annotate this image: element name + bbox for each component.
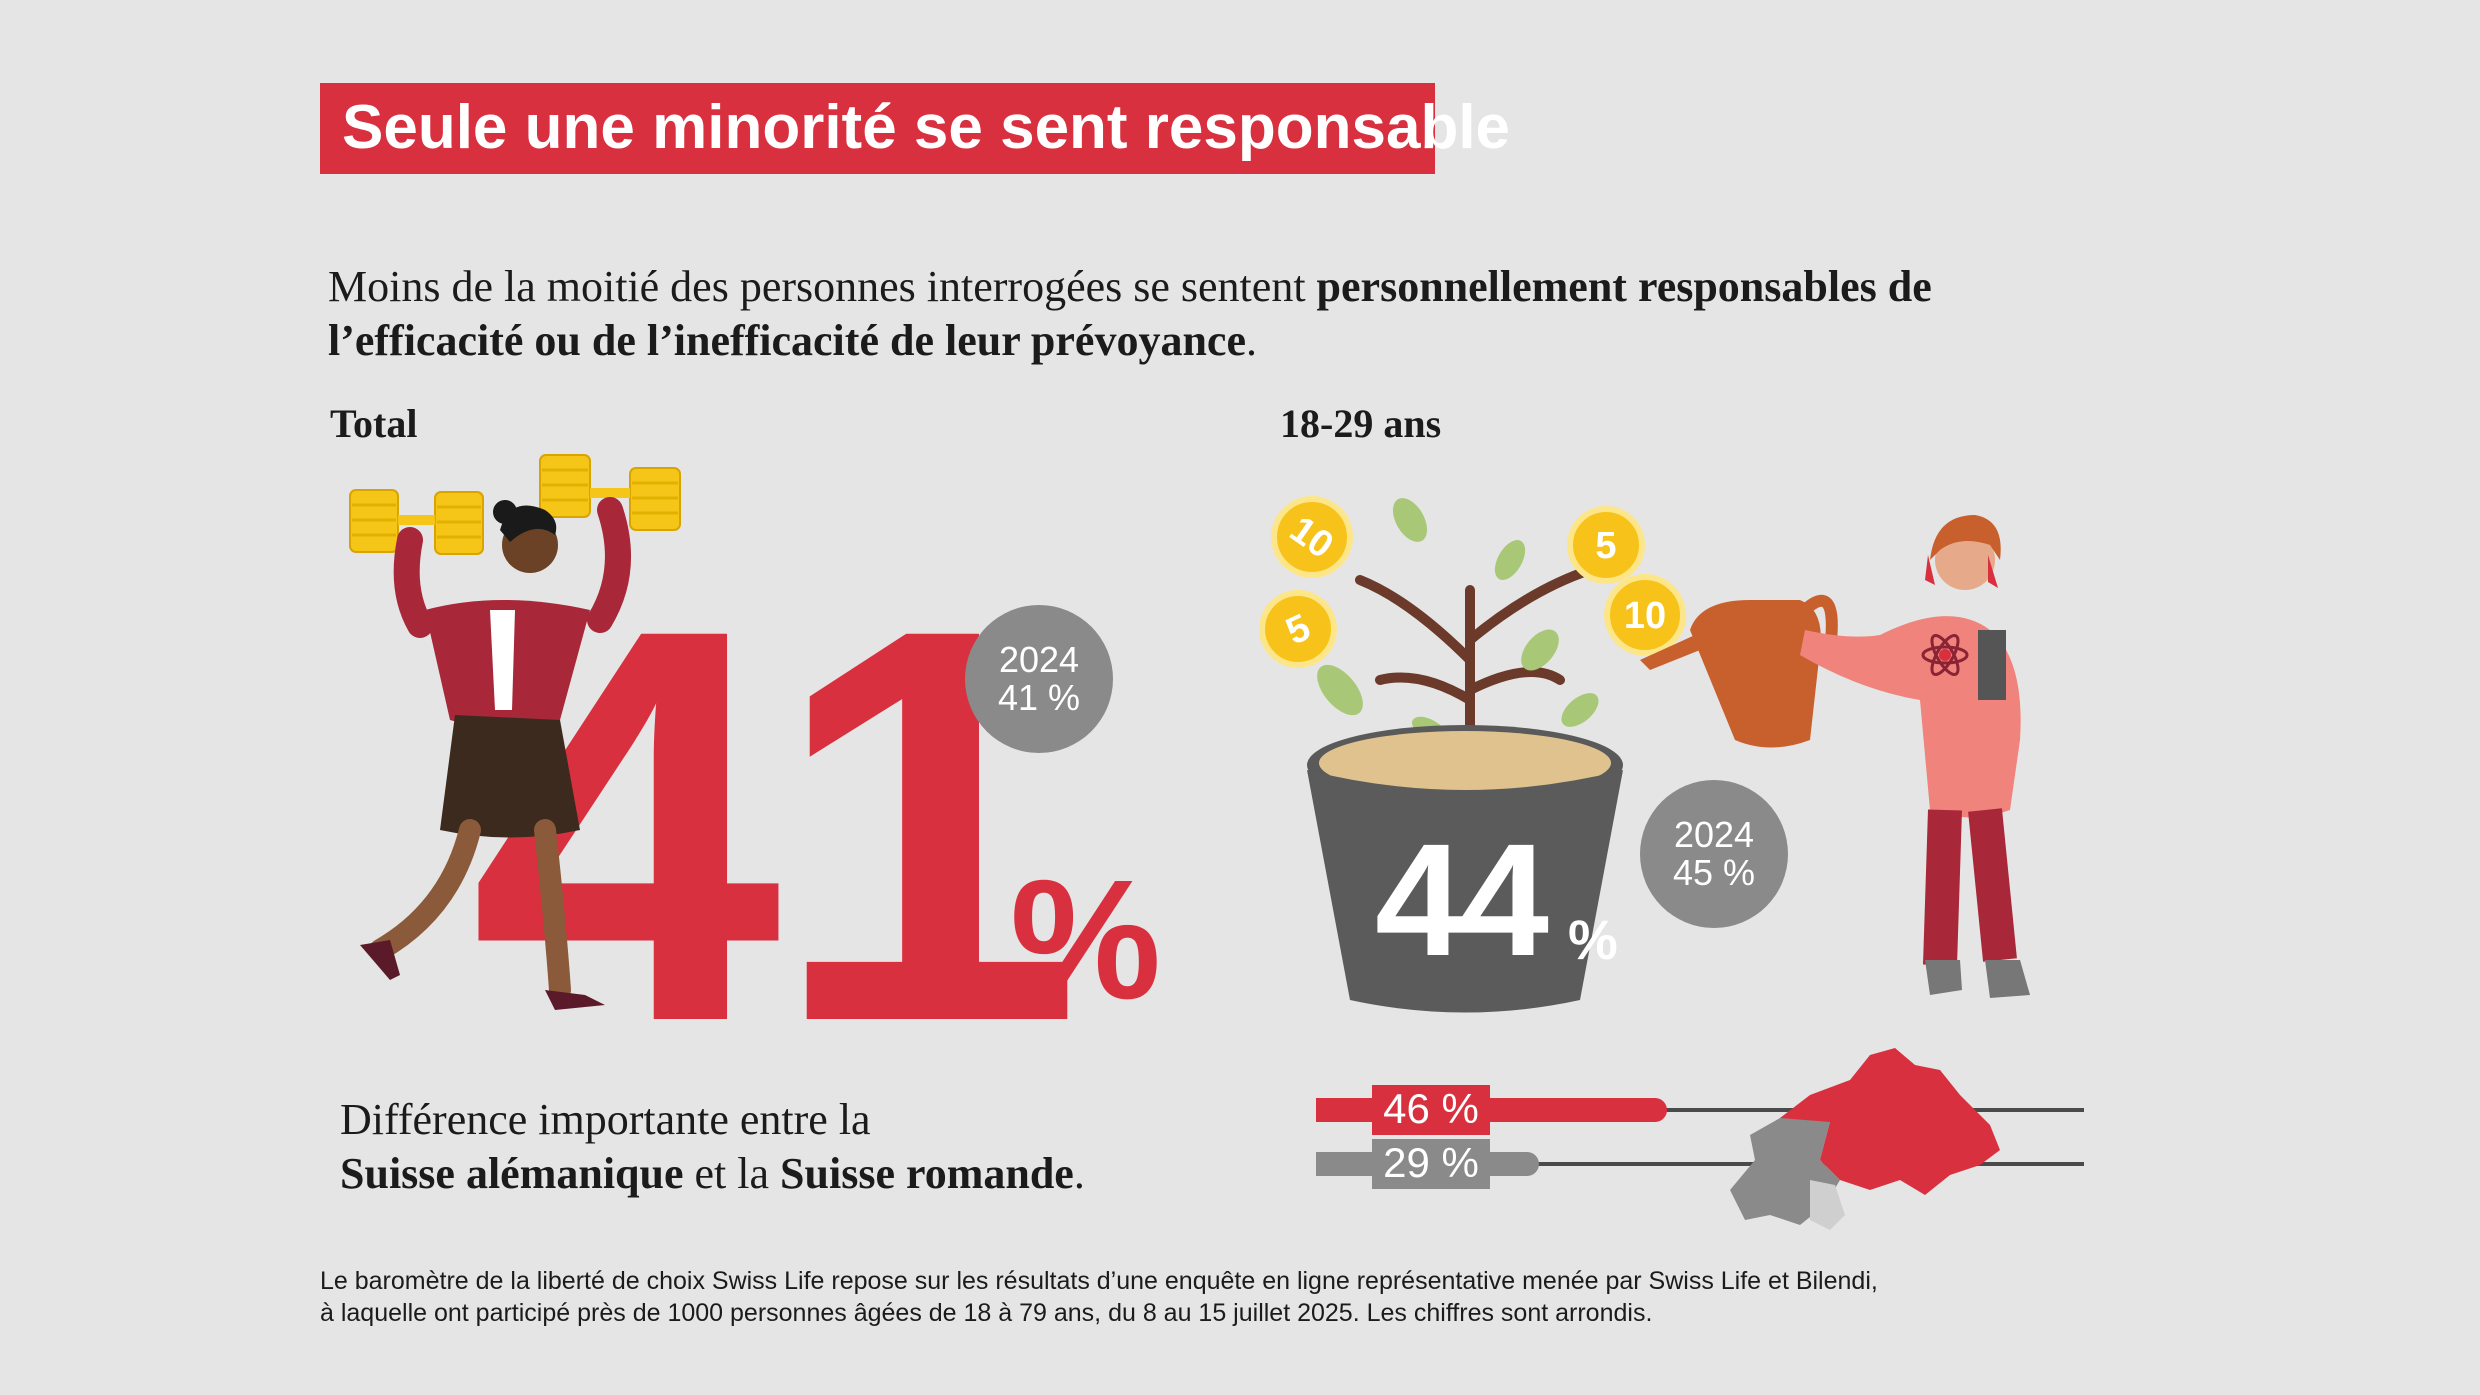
coin-icon: 10 [1271,496,1353,578]
title-banner [320,83,1435,174]
region-german-name: Suisse alémanique [340,1149,684,1198]
coin-label: 10 [1624,595,1666,637]
regions-end: . [1073,1149,1085,1198]
coin-icon: 5 [1260,590,1337,668]
switzerland-map [1730,1048,2000,1230]
intro-end: . [1245,316,1257,365]
german-bar-label: 46 % [1372,1085,1490,1135]
intro-text: Moins de la moitié des personnes interro… [328,260,2108,368]
total-2024-value: 41 % [997,677,1081,718]
regions-mid: et la [683,1149,781,1198]
german-bar [1316,1098,1667,1122]
young-2024-year: 2024 [1673,814,1755,855]
coin-icon: 10 [1604,574,1686,656]
young-2024-bubble: 2024 45 % [1640,780,1788,928]
total-2024-year: 2024 [998,639,1080,680]
woman-lifting-coins-illustration [349,454,681,1010]
coin-icon: 5 [1567,506,1645,584]
total-label: Total [330,401,418,446]
footnote: Le baromètre de la liberté de choix Swis… [320,1265,1878,1329]
coin-label: 5 [1595,525,1616,567]
young-percent-sign: % [1568,908,1618,971]
french-bar-track [1316,1162,2084,1166]
young-label: 18-29 ans [1280,401,1442,446]
regions-line1: Différence importante entre la [340,1095,871,1144]
regions-text: Différence importante entre la Suisse al… [340,1093,1085,1201]
young-2024-value: 45 % [1672,852,1756,893]
money-tree-pot-illustration [1307,498,1623,1013]
intro-bold: personnellement responsables de l’effica… [328,262,1932,365]
coins-group: 10 5 5 10 [1260,496,1686,668]
regions-line2: Suisse alémanique et la Suisse romande. [340,1147,1085,1201]
young-big-value: 44 [1375,810,1549,989]
region-french-name: Suisse romande [780,1149,1074,1198]
german-bar-track [1316,1108,2084,1112]
footnote-line2: à laquelle ont participé près de 1000 pe… [320,1299,1653,1327]
atom-heart-icon [1921,634,1969,676]
french-bar-label: 29 % [1372,1139,1490,1189]
footnote-line1: Le baromètre de la liberté de choix Swis… [320,1267,1878,1295]
person-watering-illustration [1640,515,2030,998]
total-2024-bubble: 2024 41 % [965,605,1113,753]
intro-plain: Moins de la moitié des personnes interro… [328,262,1317,311]
total-percent-sign: % [1010,845,1162,1035]
page-title: Seule une minorité se sent responsable [342,93,1511,162]
